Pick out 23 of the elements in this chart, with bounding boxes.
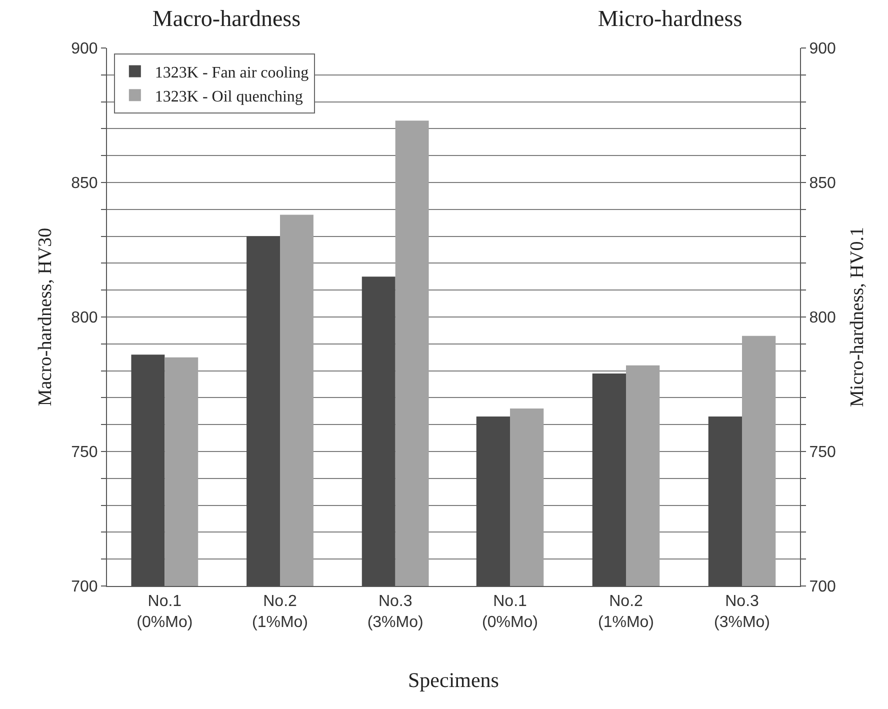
x-tick-label: No.2 (1%Mo) [598,593,654,631]
y2-tick-label: 850 [809,175,836,192]
x-tick-label: No.1 (0%Mo) [136,593,193,631]
legend-label: 1323K - Oil quenching [154,88,303,106]
y-axis-title: Macro-hardness, HV30 [34,228,56,406]
chart-title: Macro-hardness [152,6,301,32]
y2-tick-label: 900 [809,40,836,58]
y2-tick-label: 700 [809,578,836,596]
chart-title: Micro-hardness [598,6,742,32]
y-tick-label: 700 [71,578,98,596]
y2-tick-label: 800 [809,310,836,327]
x-tick-label: No.3 (3%Mo) [714,593,770,631]
y-tick-label: 800 [71,310,98,327]
x-tick-label: No.3 (3%Mo) [367,593,424,631]
y2-tick-label: 750 [809,444,836,462]
y-tick-label: 900 [71,40,98,58]
legend-label: 1323K - Fan air cooling [154,64,309,82]
y-tick-label: 850 [71,175,98,192]
x-axis-title: Specimens [407,668,500,693]
y-tick-label: 750 [71,444,98,462]
x-tick-label: No.2 (1%Mo) [252,593,308,631]
y2-axis-title: Micro-hardness, HV0.1 [846,227,868,407]
x-tick-label: No.1 (0%Mo) [482,593,538,631]
